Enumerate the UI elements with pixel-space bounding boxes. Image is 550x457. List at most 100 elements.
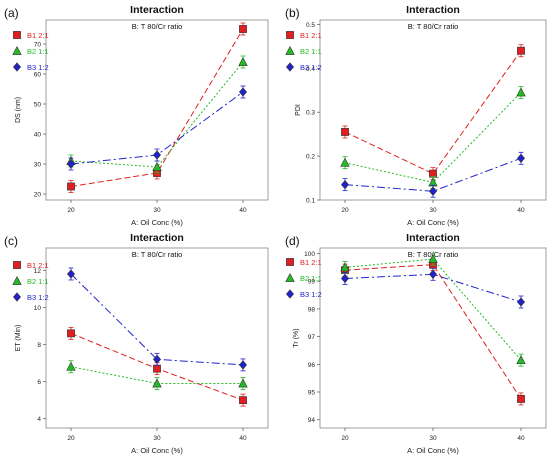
y-tick-label: 20 (34, 192, 42, 199)
data-point-1 (67, 182, 75, 191)
x-tick-label: 20 (67, 435, 75, 442)
legend-marker-3 (13, 292, 21, 302)
legend-marker-3 (13, 62, 21, 72)
data-point-3 (67, 159, 75, 169)
series-line-3 (344, 157, 522, 192)
y-axis-label: DS (nm) (15, 97, 22, 123)
y-tick-label: 8 (37, 342, 41, 349)
panel-label: (a) (4, 6, 19, 20)
legend-marker-1 (13, 31, 21, 39)
data-point-3 (341, 273, 349, 284)
y-tick-label: 50 (34, 102, 42, 109)
data-point-2 (238, 56, 248, 66)
legend-marker-1 (286, 31, 294, 39)
legend-marker-1 (13, 261, 21, 269)
x-tick-label: 40 (517, 435, 525, 442)
legend-marker-2 (12, 45, 22, 55)
chart-panel-a: (a) Interaction B: T 80/Cr ratio 20 30 40 50 60… (4, 4, 269, 227)
panel-label: (c) (4, 234, 18, 248)
x-tick-label: 40 (239, 435, 247, 442)
chart-panel-c: (c) Interaction B: T 80/Cr ratio 4 6 8 10 12 20 3… (4, 232, 269, 455)
y-tick-label: 0.4 (306, 66, 315, 73)
data-point-3 (239, 360, 247, 370)
y-tick-label: 95 (308, 390, 316, 397)
x-tick-label: 40 (517, 207, 525, 214)
series-line-3 (344, 273, 522, 303)
legend-label-3: B3 1:2 (27, 63, 49, 72)
y-tick-label: 0.2 (306, 154, 315, 161)
y-tick-label: 30 (34, 162, 42, 169)
data-point-3 (429, 269, 437, 279)
y-tick-label: 60 (34, 72, 42, 79)
y-axis-label: ET (Min) (15, 325, 22, 352)
y-tick-label: 70 (34, 42, 42, 49)
series-line-3 (70, 273, 244, 366)
x-axis-label: A: Oil Conc (%) (131, 218, 183, 227)
y-tick-label: 6 (37, 379, 41, 386)
x-axis-label: A: Oil Conc (%) (131, 446, 183, 455)
y-tick-label: 96 (308, 362, 316, 369)
plot-area (45, 247, 269, 429)
y-tick-label: 40 (34, 132, 42, 139)
data-point-2 (152, 378, 162, 388)
data-point-3 (239, 87, 247, 97)
legend-label-2: B2 1:1 (27, 47, 49, 56)
data-point-2 (340, 262, 350, 272)
data-point-2 (516, 355, 526, 365)
panel-label: (d) (285, 234, 300, 248)
legend-label-1: B1 2:1 (27, 31, 49, 40)
data-point-3 (153, 354, 161, 365)
legend-label-3: B3 1:2 (300, 63, 322, 72)
x-tick-label: 20 (341, 207, 349, 214)
y-tick-label: 4 (37, 416, 41, 423)
y-tick-label: 0.5 (306, 22, 315, 29)
y-tick-label: 99 (308, 279, 316, 286)
legend-marker-3 (286, 289, 294, 299)
data-point-2 (66, 361, 76, 371)
chart-title: Interaction (406, 4, 460, 16)
chart-title: Interaction (130, 232, 184, 244)
data-point-2 (428, 254, 438, 263)
x-tick-label: 30 (429, 435, 437, 442)
x-tick-label: 30 (153, 207, 161, 214)
x-tick-label: 30 (429, 207, 437, 214)
data-point-1 (239, 25, 247, 33)
data-point-3 (67, 269, 75, 279)
legend-label-1: B1 2:1 (27, 261, 49, 270)
x-tick-label: 20 (67, 207, 75, 214)
y-tick-label: 12 (34, 268, 42, 275)
y-tick-label: 94 (308, 417, 316, 424)
data-point-1 (67, 329, 75, 338)
data-point-3 (517, 153, 525, 163)
legend-label-2: B2 1:1 (300, 274, 322, 283)
y-axis-label: Tr (%) (293, 328, 300, 347)
series-line-1 (344, 264, 522, 400)
legend-marker-1 (286, 258, 294, 266)
chart-title: Interaction (130, 4, 184, 16)
legend-marker-3 (286, 62, 294, 72)
chart-subtitle: B: T 80/Cr ratio (132, 22, 183, 31)
data-point-2 (516, 87, 526, 97)
legend-label-3: B3 1:2 (300, 290, 322, 299)
chart-panel-b: (b) Interaction B: T 80/Cr ratio 0.1 0.2 0.3 0… (285, 4, 547, 227)
chart-title: Interaction (406, 232, 460, 244)
legend-label-2: B2 1:1 (300, 47, 322, 56)
data-point-1 (517, 395, 525, 403)
data-point-3 (429, 186, 437, 196)
chart-subtitle: B: T 80/Cr ratio (408, 22, 459, 31)
legend-marker-2 (285, 45, 295, 55)
y-tick-label: 100 (304, 251, 315, 258)
legend-marker-2 (285, 272, 295, 282)
x-axis-label: A: Oil Conc (%) (407, 446, 459, 455)
data-point-1 (341, 128, 349, 136)
y-tick-label: 0.3 (306, 110, 315, 117)
y-tick-label: 98 (308, 306, 316, 313)
series-line-1 (344, 50, 522, 175)
data-point-3 (341, 179, 349, 190)
legend-marker-2 (12, 275, 22, 285)
data-point-1 (153, 364, 161, 373)
legend-label-3: B3 1:2 (27, 293, 49, 302)
legend-label-2: B2 1:1 (27, 277, 49, 286)
